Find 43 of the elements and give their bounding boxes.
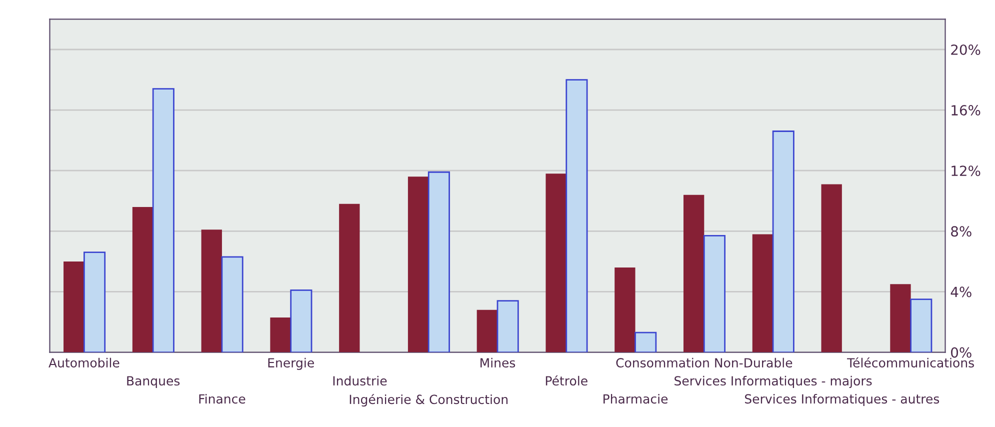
x-tick-label: Pétrole [546, 375, 588, 386]
y-tick-label: 16% [952, 105, 980, 116]
y-tick-label: 0% [951, 347, 972, 358]
bar [772, 130, 794, 352]
bar [270, 317, 291, 352]
bar [890, 284, 911, 352]
bar [614, 267, 636, 352]
x-tick-label: Mines [480, 358, 516, 368]
bar [132, 206, 154, 352]
x-tick-label: Consommation Non-Durable [616, 358, 792, 368]
bar [634, 332, 657, 352]
bar [152, 88, 174, 352]
bar [339, 204, 360, 352]
x-tick-label: Banques [127, 376, 180, 388]
bar [64, 261, 84, 352]
y-tick-label: 8% [951, 226, 972, 237]
y-tick-label: 4% [950, 286, 972, 298]
x-tick-label: Services Informatiques - autres [744, 394, 940, 406]
y-tick-label: 12% [952, 166, 980, 176]
bar [290, 290, 312, 352]
bar [752, 234, 774, 352]
x-tick-label: Télécommunications [847, 357, 974, 368]
x-tick-label: Services Informatiques - majors [674, 376, 872, 388]
bar [546, 174, 566, 352]
x-tick-label: Energie [268, 358, 314, 370]
x-tick-label: Industrie [333, 376, 387, 386]
bar [703, 235, 726, 352]
bar [221, 256, 244, 352]
bar [201, 230, 222, 352]
x-tick-label: Finance [199, 394, 246, 404]
x-tick-label: Automobile [48, 358, 120, 368]
bar [428, 171, 450, 352]
y-tick-label: 20% [951, 44, 980, 55]
bar [683, 194, 704, 352]
bar [566, 79, 588, 352]
x-tick-label: Pharmacie [604, 394, 668, 404]
bar [910, 298, 932, 352]
bar [821, 184, 842, 352]
bar [83, 252, 106, 352]
bar [496, 300, 519, 352]
x-tick-label: Ingénierie & Construction [350, 394, 508, 407]
bar [408, 176, 429, 352]
bar [476, 310, 498, 352]
